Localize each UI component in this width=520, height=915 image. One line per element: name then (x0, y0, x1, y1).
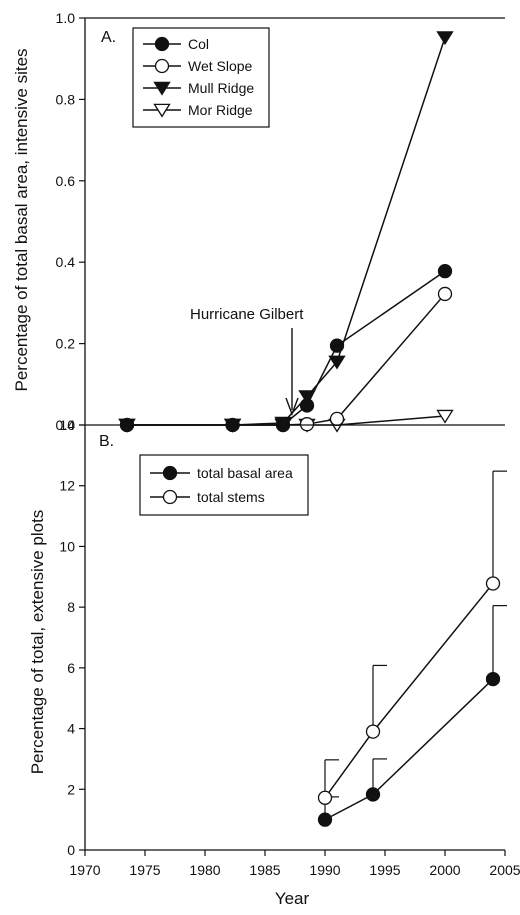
panel-b-point (485, 576, 501, 591)
panel-a-y-tick-label: 0.6 (56, 173, 76, 189)
panel-b-legend: total basal area total stems (139, 454, 309, 516)
panel-a-y-ticks: 0.0 0.2 0.4 0.6 0.8 1.0 (56, 10, 85, 433)
legend-label: Col (188, 36, 209, 52)
panel-a-point (329, 338, 345, 353)
x-tick-label: 1975 (129, 862, 160, 878)
panel-a: A. Percentage of total basal area, inten… (12, 10, 505, 433)
panel-b-series-line (324, 678, 494, 821)
x-tick-label: 2005 (489, 862, 520, 878)
panel-b-series-lines (324, 582, 494, 821)
panel-a-point (436, 409, 454, 424)
panel-a-point (329, 411, 345, 427)
x-tick-label: 1990 (309, 862, 340, 878)
panel-a-point (328, 355, 346, 370)
legend-marker (154, 58, 170, 74)
panel-b-error-bars (324, 470, 507, 820)
legend-marker (153, 81, 171, 96)
legend-marker (153, 103, 171, 118)
panel-a-point (298, 390, 316, 405)
legend-marker (162, 489, 178, 505)
panel-a-legend: Col Wet Slope Mull Ridge Mor Ridge (132, 27, 270, 128)
panel-a-label: A. (101, 29, 116, 46)
panel-b-xlabel: Year (275, 889, 310, 908)
panel-a-y-tick-label: 1.0 (56, 10, 76, 26)
legend-label: Wet Slope (188, 58, 253, 74)
panel-b-y-tick-label: 0 (67, 842, 75, 858)
panel-b-markers (317, 576, 501, 827)
x-tick-label: 1970 (69, 862, 100, 878)
panel-b-point (365, 724, 381, 739)
panel-b-y-tick-label: 10 (59, 538, 75, 554)
hurricane-arrow (285, 328, 299, 416)
panel-a-ylabel: Percentage of total basal area, intensiv… (12, 48, 31, 391)
panel-b-y-tick-label: 8 (67, 599, 75, 615)
panel-b-y-tick-label: 4 (67, 721, 75, 737)
legend-label: Mull Ridge (188, 80, 254, 96)
panel-a-point (299, 398, 315, 413)
panel-a-y-tick-label: 0.2 (56, 336, 76, 352)
panel-b: B. Percentage of total, extensive plots … (28, 417, 520, 908)
panel-b-ylabel: Percentage of total, extensive plots (28, 510, 47, 775)
panel-a-point (436, 31, 454, 46)
panel-b-legend-box (139, 454, 309, 516)
panel-a-y-tick-label: 0.0 (56, 417, 76, 433)
panel-b-label: B. (99, 433, 114, 450)
panel-a-y-tick-label: 0.8 (56, 91, 76, 107)
x-tick-label: 2000 (429, 862, 460, 878)
panel-b-y-tick-label: 14 (59, 417, 75, 433)
panel-b-point (485, 671, 501, 687)
legend-label: total basal area (197, 465, 293, 481)
x-tick-label: 1980 (189, 862, 220, 878)
panel-a-point (437, 286, 453, 302)
x-tick-label: 1995 (369, 862, 400, 878)
panel-b-series-line (324, 582, 494, 799)
panel-b-point (317, 790, 333, 805)
legend-label: Mor Ridge (188, 102, 253, 118)
legend-marker (162, 465, 178, 481)
panel-b-point (365, 787, 381, 802)
panel-b-point (317, 812, 333, 827)
hurricane-annotation: Hurricane Gilbert (190, 306, 304, 323)
hurricane-arrow-head (285, 397, 299, 416)
panel-b-x-ticks: 1970 1975 1980 1985 1990 1995 2000 2005 (69, 850, 520, 878)
panel-b-y-tick-label: 2 (67, 781, 75, 797)
legend-marker (154, 36, 170, 52)
panel-a-point (299, 417, 315, 432)
legend-label: total stems (197, 489, 265, 505)
panel-a-frame (84, 17, 505, 425)
panel-b-y-tick-label: 6 (67, 660, 75, 676)
panel-a-y-tick-label: 0.4 (56, 254, 76, 270)
panel-b-y-ticks: 0 2 4 6 8 10 12 14 (59, 417, 85, 858)
panel-b-y-tick-label: 12 (59, 478, 75, 494)
panel-a-point (437, 264, 453, 279)
x-tick-label: 1985 (249, 862, 280, 878)
